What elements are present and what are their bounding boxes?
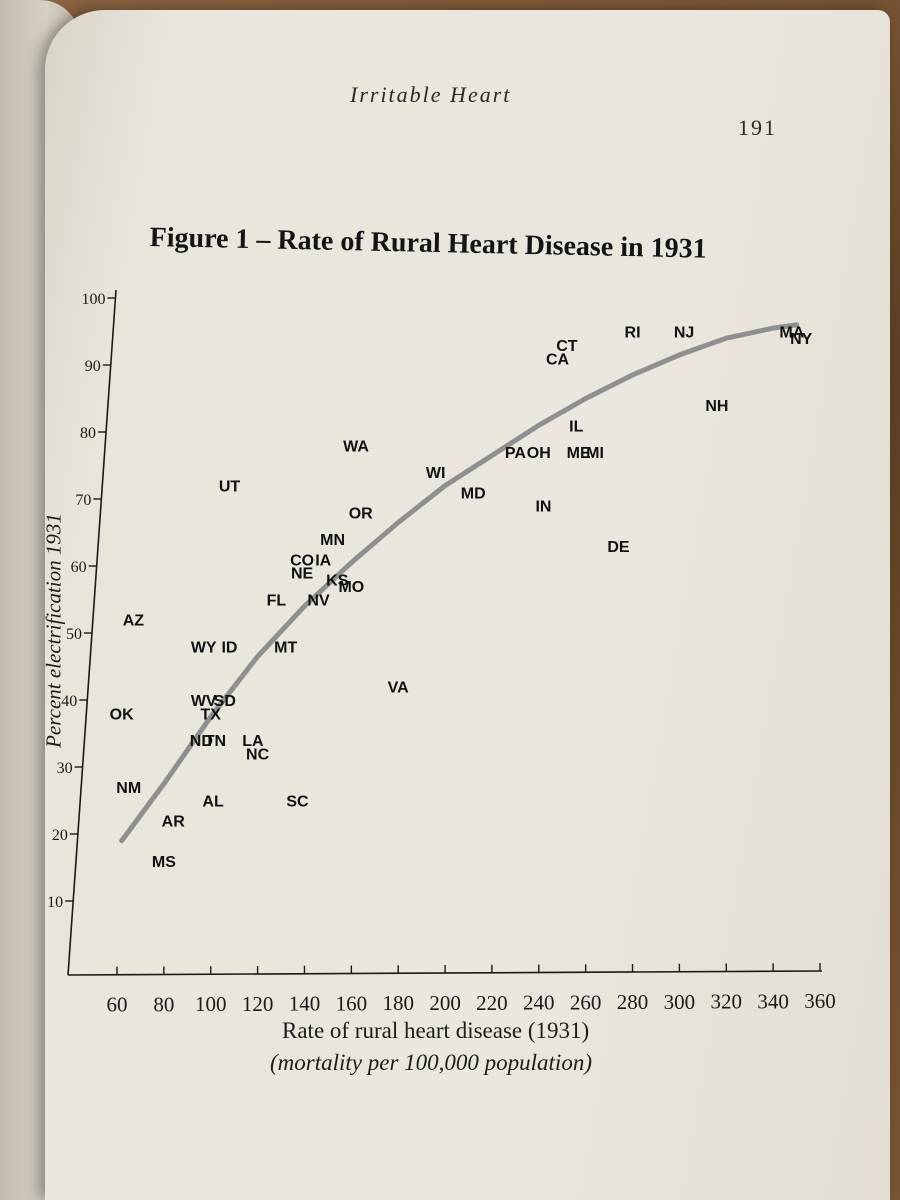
x-tick-label: 360	[804, 989, 836, 1013]
plot-axes: 10 20 30 40 50 60 70 80 90 100 60 80 100 120 140 160 180…	[47, 289, 836, 1017]
point-label-fl: FL	[267, 593, 287, 610]
y-tick-label: 80	[80, 425, 96, 442]
point-label-ms: MS	[152, 854, 176, 871]
point-label-me: ME	[567, 445, 591, 462]
point-label-il: IL	[569, 418, 583, 435]
x-tick-label: 100	[195, 992, 227, 1016]
point-label-wa: WA	[343, 438, 369, 455]
point-label-tn: TN	[205, 733, 226, 750]
point-label-wi: WI	[426, 465, 446, 482]
point-label-in: IN	[535, 499, 551, 516]
point-label-sd: SD	[214, 693, 236, 710]
point-label-nh: NH	[705, 398, 728, 415]
y-tick-label: 30	[57, 760, 73, 777]
point-label-tx: TX	[201, 706, 222, 723]
point-label-ct: CT	[556, 338, 578, 355]
y-tick-label: 40	[61, 693, 77, 710]
point-label-de: DE	[607, 539, 630, 556]
point-label-ut: UT	[219, 479, 241, 496]
point-label-al: AL	[202, 794, 224, 811]
x-axis-line	[67, 970, 823, 976]
y-axis-line	[67, 289, 117, 976]
point-label-id: ID	[221, 639, 237, 656]
x-tick-label: 260	[570, 990, 602, 1014]
x-tick-label: 160	[336, 991, 368, 1015]
y-tick-label: 60	[71, 559, 87, 576]
point-label-oh: OH	[527, 445, 551, 462]
x-tick-label: 60	[107, 993, 128, 1017]
running-head: Irritable Heart	[350, 82, 512, 107]
point-label-mo: MO	[338, 579, 364, 596]
book-page	[45, 10, 890, 1200]
y-axis-title: Percent electrification 1931	[41, 513, 66, 748]
x-tick-label: 340	[757, 989, 789, 1013]
x-tick-label: 200	[429, 991, 461, 1015]
x-tick-label: 280	[617, 990, 649, 1014]
y-tick-label: 10	[47, 894, 63, 911]
x-tick-label: 140	[289, 992, 321, 1016]
x-tick-label: 80	[153, 992, 174, 1016]
point-label-nv: NV	[307, 593, 330, 610]
point-label-ar: AR	[162, 814, 186, 831]
point-label-ny: NY	[790, 331, 813, 348]
x-tick-label: 180	[382, 991, 414, 1015]
x-tick-label: 320	[711, 990, 743, 1014]
x-tick-label: 240	[523, 991, 555, 1015]
point-label-va: VA	[388, 680, 409, 697]
point-label-ne: NE	[291, 566, 314, 583]
point-label-mt: MT	[274, 639, 297, 656]
point-label-ok: OK	[110, 706, 134, 723]
point-label-md: MD	[461, 485, 486, 502]
y-tick-label: 100	[81, 291, 105, 308]
point-label-sc: SC	[286, 794, 309, 811]
y-tick-label: 70	[75, 492, 91, 509]
x-axis-title: Rate of rural heart disease (1931)	[282, 1018, 590, 1043]
trend-line	[119, 322, 800, 844]
y-tick-label: 20	[52, 827, 68, 844]
point-label-nd: ND	[190, 733, 213, 750]
point-label-ri: RI	[625, 325, 641, 342]
point-label-ia: IA	[315, 552, 331, 569]
x-tick-label: 220	[476, 991, 508, 1015]
point-label-nj: NJ	[674, 325, 694, 342]
x-axis-subtitle: (mortality per 100,000 population)	[270, 1050, 592, 1075]
point-label-mn: MN	[320, 532, 345, 549]
point-label-az: AZ	[123, 613, 145, 630]
point-label-mi: MI	[586, 445, 604, 462]
trend-layer	[119, 322, 800, 844]
x-tick-label: 300	[664, 990, 696, 1014]
point-label-nm: NM	[116, 780, 141, 797]
x-tick-label: 120	[242, 992, 274, 1016]
point-label-nc: NC	[246, 747, 270, 764]
y-tick-label: 90	[85, 358, 101, 375]
point-label-pa: PA	[505, 445, 526, 462]
point-label-ks: KS	[326, 572, 349, 589]
point-label-or: OR	[349, 505, 373, 522]
point-label-ca: CA	[546, 351, 570, 368]
y-tick-label: 50	[66, 626, 82, 643]
point-label-ma: MA	[779, 325, 804, 342]
point-label-wv: WV	[191, 693, 217, 710]
page-number: 191	[738, 115, 777, 140]
point-label-la: LA	[242, 733, 264, 750]
point-label-wy: WY	[191, 639, 217, 656]
point-label-co: CO	[290, 552, 314, 569]
